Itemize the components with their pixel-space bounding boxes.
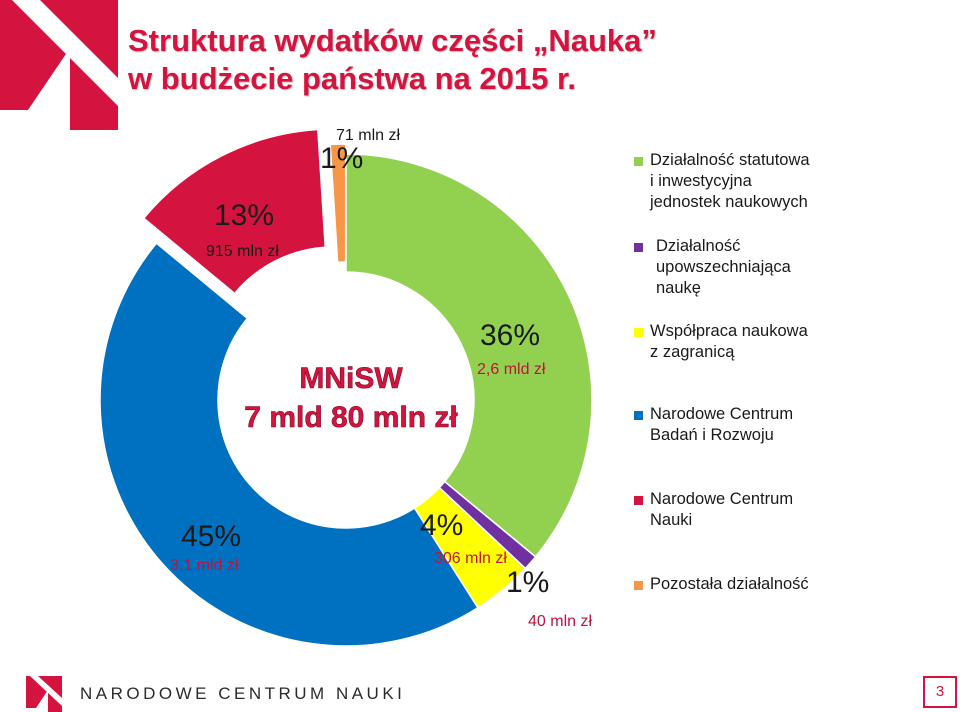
- slice-pct-label-0: 36%: [480, 319, 540, 352]
- donut-slice-3: [99, 242, 479, 647]
- legend-label-0-line-1: i inwestycyjna: [650, 172, 752, 190]
- title-line-2: w budżecie państwa na 2015 r.: [128, 61, 576, 96]
- legend-swatch-4: [634, 496, 643, 505]
- legend-swatch-5: [634, 581, 643, 590]
- legend-label-1-line-1: upowszechniająca: [656, 258, 791, 276]
- donut-slice-5: [329, 143, 347, 264]
- page-number: 3: [923, 676, 957, 708]
- legend-swatch-3: [634, 411, 643, 420]
- slice-pct-label-3: 45%: [181, 520, 241, 553]
- page-title: Struktura wydatków części „Nauka” w budż…: [128, 22, 688, 98]
- slice-amount-label-5: 71 mln zł: [336, 127, 400, 144]
- slice-pct-label-4: 13%: [214, 199, 274, 232]
- slice-pct-label-2: 4%: [420, 509, 463, 542]
- legend-label-5: Pozostała działalność: [650, 574, 940, 595]
- ncn-logo-footer: [26, 676, 62, 712]
- logo-stripe-top: [12, 0, 118, 106]
- slice-pct-label-5: 1%: [320, 142, 363, 175]
- logo-shape-top: [0, 0, 118, 130]
- footer-logo-shape: [26, 676, 62, 712]
- legend-label-2-line-1: z zagranicą: [650, 343, 735, 361]
- slice-amount-label-2: 306 mln zł: [434, 550, 507, 567]
- legend-label-3-line-0: Narodowe Centrum: [650, 405, 794, 423]
- legend-swatch-0: [634, 157, 643, 166]
- legend-swatch-1: [634, 243, 643, 252]
- legend-label-1-line-0: Działalność: [656, 237, 741, 255]
- center-label-line1: MNiSW: [299, 362, 403, 395]
- donut-slice-4: [142, 128, 327, 295]
- legend-label-2: Współpraca naukowa z zagranicą: [650, 321, 940, 363]
- center-label-line2: 7 mld 80 mln zł: [244, 401, 458, 434]
- legend-label-4-line-1: Nauki: [650, 511, 693, 529]
- legend-label-3: Narodowe Centrum Badań i Rozwoju: [650, 404, 940, 446]
- legend-label-1-line-2: naukę: [656, 279, 701, 297]
- legend-label-4: Narodowe Centrum Nauki: [650, 489, 940, 531]
- legend-label-2-line-0: Współpraca naukowa: [650, 322, 808, 340]
- legend-label-0: Działalność statutowa i inwestycyjna jed…: [650, 150, 940, 213]
- legend-label-0-line-0: Działalność statutowa: [650, 151, 810, 169]
- legend-label-5-line-0: Pozostała działalność: [650, 575, 809, 593]
- slice-pct-label-1: 1%: [506, 566, 549, 599]
- slice-amount-label-0: 2,6 mld zł: [477, 361, 546, 378]
- legend-swatch-2: [634, 328, 643, 337]
- legend-label-4-line-0: Narodowe Centrum: [650, 490, 794, 508]
- legend-label-0-line-2: jednostek naukowych: [650, 193, 808, 211]
- slice-amount-label-3: 3,1 mld zł: [170, 557, 239, 574]
- title-line-1: Struktura wydatków części „Nauka”: [128, 23, 657, 58]
- legend-label-3-line-1: Badań i Rozwoju: [650, 426, 774, 444]
- donut-slice-0: [345, 153, 593, 558]
- legend-label-1: Działalność upowszechniająca naukę: [656, 236, 946, 299]
- slice-amount-label-4: 915 mln zł: [206, 243, 279, 260]
- footer-logo-stripe: [30, 676, 62, 706]
- footer-org-name: NARODOWE CENTRUM NAUKI: [80, 684, 406, 703]
- slice-amount-label-1: 40 mln zł: [528, 613, 592, 630]
- ncn-logo-top: [0, 0, 118, 130]
